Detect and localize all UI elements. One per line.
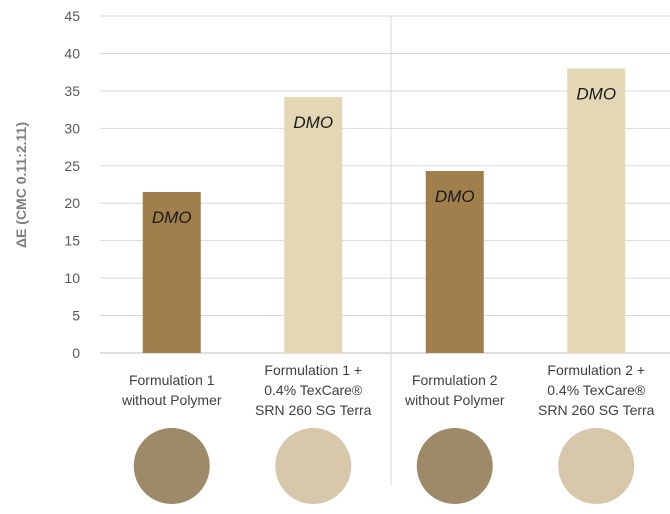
y-axis-ticks: 0 5 10 15 20 25 30 35 40 45 <box>64 8 80 361</box>
x-tick-label: without Polymer <box>404 392 505 408</box>
data-labels: DMO DMO DMO DMO <box>152 84 616 227</box>
y-tick-label: 30 <box>64 120 80 136</box>
data-label: DMO <box>435 187 475 206</box>
x-tick-label: Formulation 1 + <box>264 362 362 378</box>
y-tick-label: 5 <box>72 308 80 324</box>
data-label: DMO <box>293 113 333 132</box>
y-tick-label: 40 <box>64 45 80 61</box>
bars <box>142 68 626 353</box>
fabric-swatch <box>275 428 352 504</box>
fabric-swatches <box>133 428 635 504</box>
y-tick-label: 10 <box>64 270 80 286</box>
x-tick-label: 0.4% TexCare® <box>264 382 363 398</box>
x-tick-label: 0.4% TexCare® <box>547 382 646 398</box>
x-tick-label: without Polymer <box>121 392 222 408</box>
bar <box>142 191 201 353</box>
y-tick-label: 25 <box>64 158 80 174</box>
y-tick-label: 15 <box>64 233 80 249</box>
bar <box>425 171 484 353</box>
bar <box>567 68 626 353</box>
fabric-swatch <box>558 428 635 504</box>
bar <box>284 96 343 353</box>
fabric-swatch <box>416 428 493 504</box>
fabric-swatch <box>133 428 210 504</box>
y-tick-label: 45 <box>64 8 80 24</box>
y-tick-label: 35 <box>64 83 80 99</box>
data-label: DMO <box>576 84 616 103</box>
x-axis-category-labels: Formulation 1 without Polymer Formulation … <box>121 362 655 418</box>
x-tick-label: SRN 260 SG Terra <box>255 402 372 418</box>
x-tick-label: Formulation 2 <box>412 372 498 388</box>
x-tick-label: Formulation 1 <box>129 372 215 388</box>
x-tick-label: SRN 260 SG Terra <box>538 402 655 418</box>
x-tick-label: Formulation 2 + <box>547 362 645 378</box>
data-label: DMO <box>152 208 192 227</box>
y-axis-label: ΔE (CMC 0.11:2.11) <box>13 122 29 248</box>
y-tick-label: 0 <box>72 345 80 361</box>
y-tick-label: 20 <box>64 195 80 211</box>
